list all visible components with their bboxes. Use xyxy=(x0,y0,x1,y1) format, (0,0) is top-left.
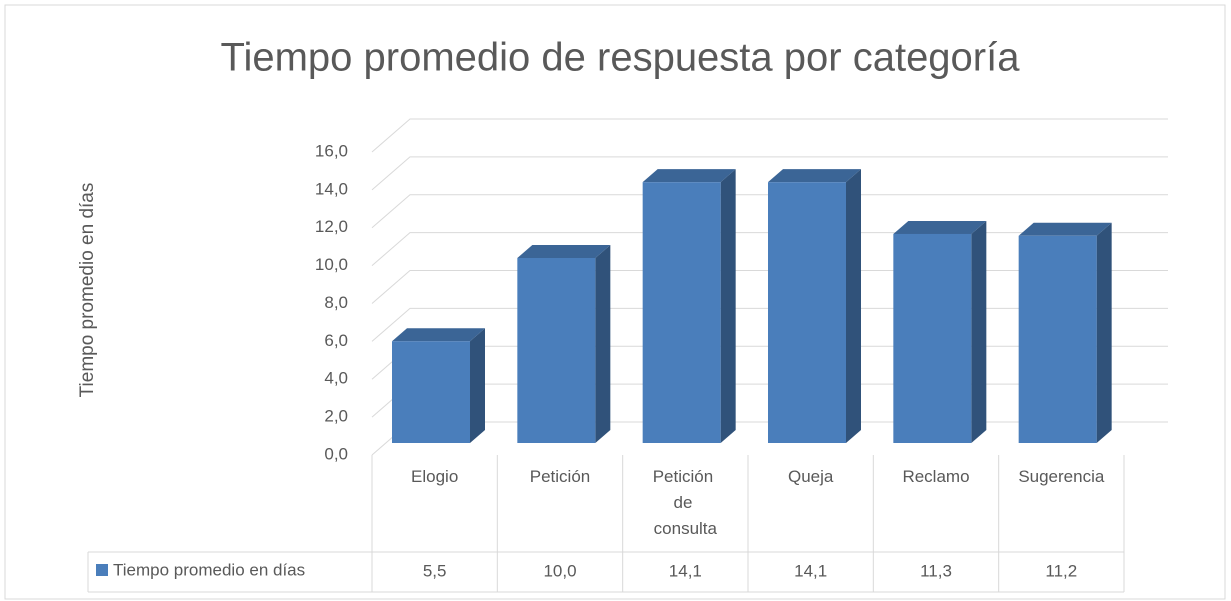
bar-front xyxy=(893,233,972,443)
y-tick-label: 10,0 xyxy=(315,255,348,274)
bar-side xyxy=(470,328,485,443)
bar-side xyxy=(846,169,861,443)
bar-front xyxy=(642,182,721,443)
data-label: 10,0 xyxy=(543,561,576,580)
y-tick-label: 0,0 xyxy=(324,444,348,463)
bar-side xyxy=(720,169,736,443)
data-label: 11,2 xyxy=(1045,561,1077,580)
y-tick-label: 2,0 xyxy=(324,407,348,426)
data-label: 14,1 xyxy=(669,561,702,580)
x-tick-label: Queja xyxy=(788,467,834,486)
x-tick-label: Petición xyxy=(530,467,590,486)
y-tick-label: 8,0 xyxy=(324,293,348,312)
grid-line xyxy=(371,156,1168,191)
bar xyxy=(893,220,987,443)
grid-line xyxy=(371,194,1168,229)
bar xyxy=(1018,222,1112,443)
y-tick-label: 4,0 xyxy=(324,369,348,388)
chart-title: Tiempo promedio de respuesta por categor… xyxy=(221,36,1021,80)
bar-front xyxy=(768,182,846,443)
bar-front xyxy=(392,341,470,443)
x-tick-label: Sugerencia xyxy=(1018,467,1105,486)
bar-top xyxy=(642,169,736,183)
bar xyxy=(642,169,736,443)
y-tick-label: 12,0 xyxy=(315,217,348,236)
bar-front xyxy=(517,258,596,443)
data-label: 11,3 xyxy=(920,561,952,580)
y-tick-label: 6,0 xyxy=(324,331,348,350)
legend-label: Tiempo promedio en días xyxy=(113,560,305,579)
bar xyxy=(517,245,611,443)
x-tick-label: Elogio xyxy=(411,467,458,486)
bar xyxy=(768,169,861,443)
bar-top xyxy=(893,220,987,234)
grid-line xyxy=(371,118,1168,153)
bar-side xyxy=(971,220,987,443)
x-tick-label: Petición de consulta xyxy=(653,467,718,538)
bar-top xyxy=(517,245,611,258)
y-tick-label: 14,0 xyxy=(315,179,348,198)
bar-side xyxy=(595,245,611,443)
data-label: 14,1 xyxy=(794,561,827,580)
data-label: 5,5 xyxy=(423,561,447,580)
legend-swatch xyxy=(96,564,108,576)
bar-top xyxy=(392,328,485,342)
bar-top xyxy=(768,169,861,183)
bar-front xyxy=(1018,235,1097,443)
y-tick-label: 16,0 xyxy=(315,141,348,160)
x-tick-label: Reclamo xyxy=(902,467,969,486)
bar-side xyxy=(1096,222,1112,443)
bar xyxy=(392,328,485,443)
y-axis-label: Tiempo promedio en días xyxy=(77,183,98,398)
bar-top xyxy=(1018,222,1112,236)
